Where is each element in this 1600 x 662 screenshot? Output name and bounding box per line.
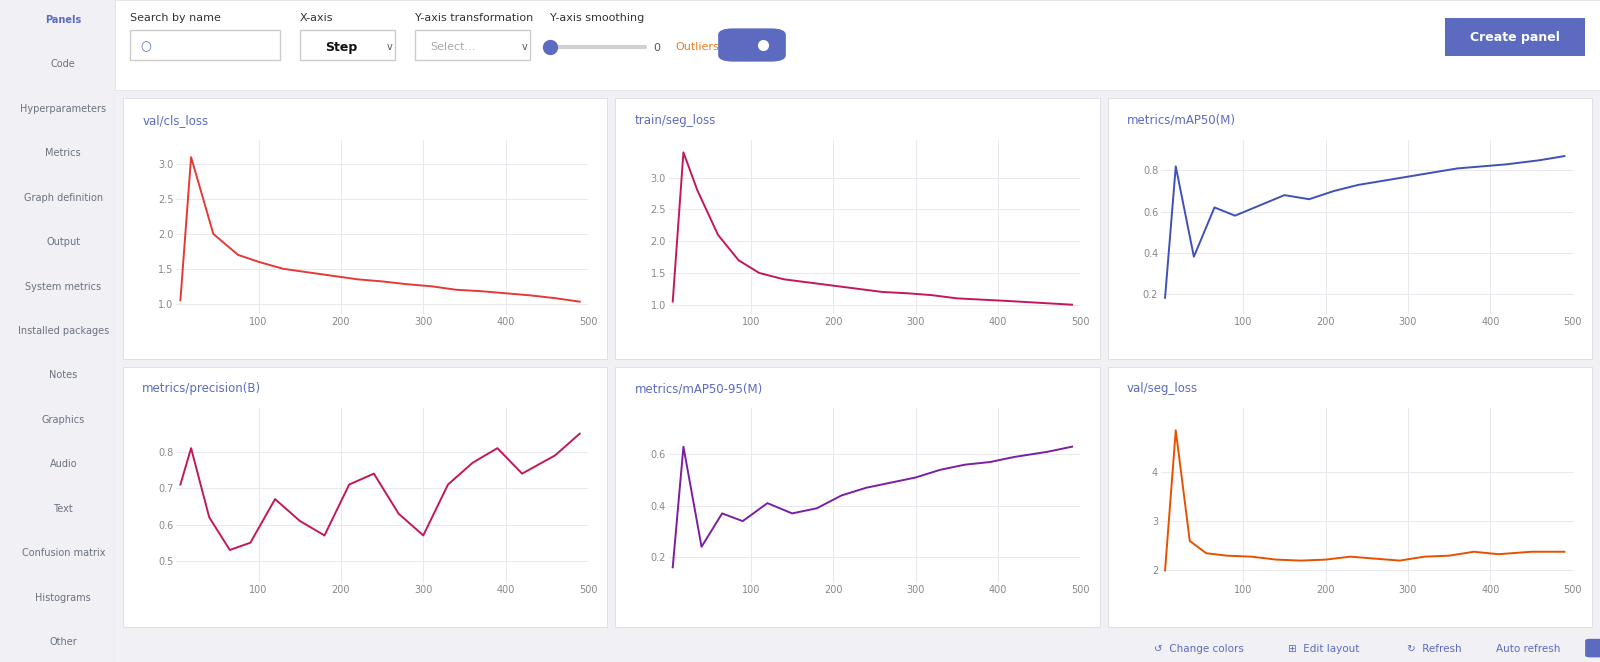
Text: Y-axis transformation: Y-axis transformation — [414, 13, 533, 23]
FancyBboxPatch shape — [718, 28, 786, 62]
Text: Panels: Panels — [45, 15, 82, 25]
Text: ↻  Refresh: ↻ Refresh — [1406, 644, 1461, 654]
Bar — [301, 30, 395, 60]
Text: Metrics: Metrics — [45, 148, 82, 158]
Bar — [130, 30, 280, 60]
Text: Outliers: Outliers — [675, 42, 718, 52]
Text: 0: 0 — [653, 43, 661, 53]
Text: System metrics: System metrics — [26, 281, 101, 291]
Text: Text: Text — [53, 504, 74, 514]
Text: X-axis: X-axis — [301, 13, 333, 23]
Text: Auto refresh: Auto refresh — [1496, 644, 1560, 654]
Text: Create panel: Create panel — [1470, 30, 1560, 44]
Text: Graph definition: Graph definition — [24, 193, 102, 203]
Text: Y-axis smoothing: Y-axis smoothing — [550, 13, 645, 23]
Text: Step: Step — [325, 40, 357, 54]
Text: val/seg_loss: val/seg_loss — [1126, 382, 1198, 395]
Text: Graphics: Graphics — [42, 415, 85, 425]
Text: val/cls_loss: val/cls_loss — [142, 114, 208, 126]
Text: metrics/mAP50-95(M): metrics/mAP50-95(M) — [635, 382, 763, 395]
Text: metrics/mAP50(M): metrics/mAP50(M) — [1126, 114, 1237, 126]
Text: Audio: Audio — [50, 459, 77, 469]
Text: ⊞  Edit layout: ⊞ Edit layout — [1288, 644, 1360, 654]
Bar — [115, 0, 1600, 90]
Text: Notes: Notes — [50, 371, 77, 381]
Text: v: v — [387, 42, 392, 52]
Text: Output: Output — [46, 237, 80, 247]
Text: ○: ○ — [141, 40, 150, 54]
Text: ↺  Change colors: ↺ Change colors — [1155, 644, 1245, 654]
Text: v: v — [522, 42, 528, 52]
Text: train/seg_loss: train/seg_loss — [635, 114, 717, 126]
Bar — [414, 30, 530, 60]
Bar — [1445, 18, 1586, 56]
Text: Code: Code — [51, 60, 75, 70]
Text: Installed packages: Installed packages — [18, 326, 109, 336]
Text: Other: Other — [50, 637, 77, 647]
Text: Histograms: Histograms — [35, 592, 91, 602]
Text: Confusion matrix: Confusion matrix — [21, 548, 106, 558]
FancyBboxPatch shape — [1586, 639, 1600, 657]
Text: Select...: Select... — [430, 42, 475, 52]
Text: Search by name: Search by name — [130, 13, 221, 23]
Text: Hyperparameters: Hyperparameters — [21, 104, 106, 114]
Text: metrics/precision(B): metrics/precision(B) — [142, 382, 261, 395]
